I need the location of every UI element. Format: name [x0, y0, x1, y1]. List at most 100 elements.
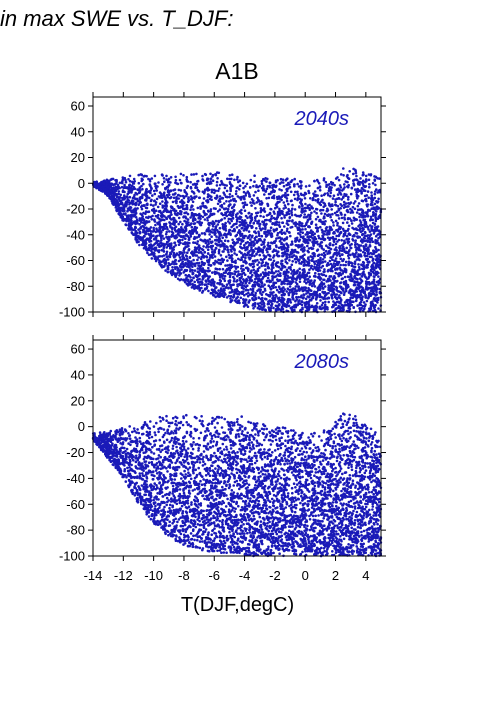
data-point — [191, 282, 194, 286]
data-point — [342, 174, 345, 177]
data-point — [238, 184, 242, 187]
data-point — [225, 245, 228, 248]
data-point — [121, 207, 125, 211]
data-point — [203, 213, 207, 217]
data-point — [266, 302, 270, 306]
data-point — [166, 228, 169, 231]
data-point — [303, 248, 306, 252]
data-point — [196, 206, 200, 210]
data-point — [270, 234, 274, 238]
data-point — [137, 203, 140, 206]
data-point — [252, 265, 256, 268]
data-point — [189, 208, 192, 212]
data-point — [293, 308, 296, 312]
data-point — [200, 283, 204, 286]
data-point — [347, 263, 351, 267]
data-point — [258, 307, 262, 311]
data-point — [225, 283, 229, 287]
data-point — [263, 245, 266, 248]
data-point — [235, 222, 238, 225]
data-point — [368, 183, 371, 186]
data-point — [192, 258, 195, 262]
data-point — [211, 250, 214, 254]
data-point — [362, 185, 366, 188]
data-point — [283, 253, 287, 256]
data-point — [223, 193, 226, 196]
data-point — [222, 202, 226, 205]
data-point — [126, 186, 129, 189]
data-point — [263, 238, 266, 241]
data-point — [217, 236, 221, 239]
data-point — [185, 265, 189, 268]
data-point — [218, 197, 222, 201]
data-point — [316, 186, 320, 190]
data-point — [352, 300, 355, 304]
data-point — [242, 186, 245, 190]
data-point — [133, 228, 136, 231]
data-point — [186, 212, 190, 216]
data-point — [299, 274, 303, 277]
data-point — [327, 300, 331, 304]
data-point — [221, 213, 225, 217]
data-point — [244, 185, 247, 188]
data-point — [151, 230, 155, 233]
data-point — [168, 216, 172, 220]
data-point — [277, 290, 281, 294]
data-point — [124, 180, 128, 184]
data-point — [158, 217, 161, 221]
data-point — [368, 273, 371, 276]
data-point — [223, 183, 226, 187]
data-point — [357, 202, 361, 205]
data-point — [260, 182, 264, 185]
data-point — [179, 189, 183, 192]
data-point — [328, 259, 332, 263]
data-point — [159, 241, 162, 244]
data-point — [149, 226, 153, 229]
data-point — [366, 288, 369, 291]
data-point — [189, 223, 192, 227]
data-point — [276, 201, 280, 204]
data-point — [338, 189, 341, 192]
data-point — [161, 204, 164, 207]
data-point — [304, 297, 308, 301]
data-point — [217, 189, 220, 193]
data-point — [140, 177, 144, 181]
data-point — [276, 214, 280, 218]
data-point — [240, 240, 243, 243]
data-point — [313, 254, 316, 258]
data-point — [274, 286, 278, 289]
data-point — [363, 214, 367, 217]
data-point — [361, 209, 365, 212]
data-point — [143, 193, 146, 196]
data-point — [174, 275, 177, 279]
data-point — [265, 214, 269, 217]
data-point — [278, 188, 281, 191]
data-point — [293, 197, 297, 201]
data-point — [123, 194, 126, 197]
data-point — [365, 299, 369, 303]
data-point — [233, 243, 236, 247]
data-point — [303, 197, 307, 200]
data-point — [355, 195, 359, 198]
data-point — [210, 235, 213, 238]
data-point — [150, 248, 153, 251]
data-point — [144, 239, 147, 243]
data-point — [246, 251, 250, 254]
data-point — [368, 209, 372, 212]
data-point — [260, 234, 264, 238]
data-point — [350, 270, 354, 273]
data-point — [358, 183, 361, 186]
data-point — [361, 215, 364, 219]
data-point — [349, 290, 352, 294]
data-point — [289, 280, 292, 284]
data-point — [355, 174, 358, 178]
data-point — [344, 229, 348, 233]
data-point — [323, 192, 327, 196]
data-point — [322, 205, 326, 208]
data-point — [355, 299, 358, 302]
data-point — [371, 182, 375, 185]
data-point — [186, 200, 190, 203]
data-point — [244, 253, 248, 257]
data-point — [302, 296, 305, 299]
data-point — [237, 257, 240, 261]
